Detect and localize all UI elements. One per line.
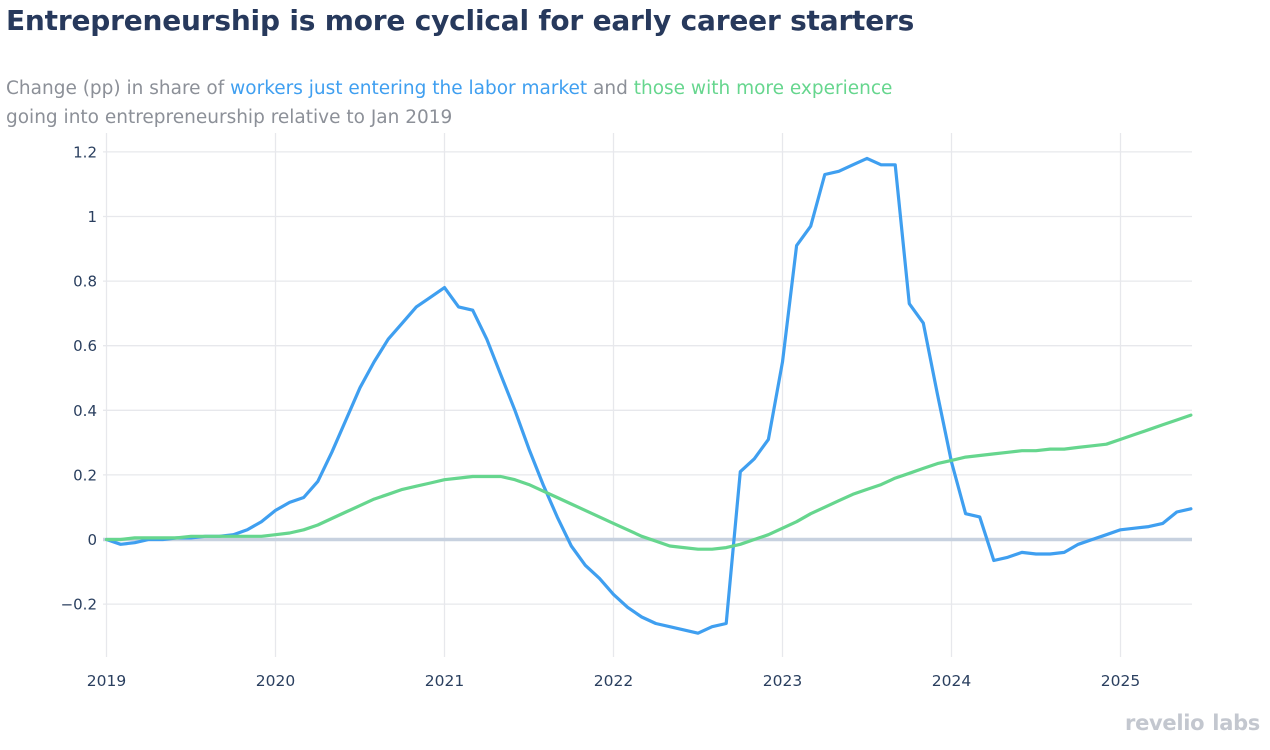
subtitle-text: going into entrepreneurship relative to …	[6, 106, 453, 128]
x-tick-label: 2025	[1101, 672, 1140, 690]
x-axis-labels: 2019 2020 2021 2022 2023 2024 2025	[87, 672, 1140, 690]
subtitle-line: going into entrepreneurship relative to …	[6, 104, 892, 133]
revelio-labs-logo: revelio labs	[1125, 711, 1260, 735]
subtitle-text: Change (pp) in share of	[6, 78, 231, 99]
series-label-experienced: those with more experience	[633, 78, 893, 99]
series-line-experienced	[104, 413, 1193, 551]
series-line-new-entrants	[104, 156, 1193, 635]
x-tick-label: 2022	[594, 672, 633, 690]
logo-text-labs: labs	[1212, 711, 1260, 735]
subtitle-text: and	[587, 78, 634, 99]
subtitle-line: Change (pp) in share of workers just ent…	[6, 75, 892, 104]
x-tick-label: 2020	[256, 672, 295, 690]
logo-text-revelio: revelio	[1125, 711, 1205, 735]
y-tick-label: −0.2	[61, 596, 97, 614]
x-tick-label: 2021	[425, 672, 464, 690]
x-tick-label: 2024	[932, 672, 971, 690]
x-tick-label: 2023	[763, 672, 802, 690]
y-tick-label: 0	[87, 531, 97, 549]
y-axis-labels: −0.2 0 0.2 0.4 0.6 0.8 1 1.2	[61, 143, 97, 613]
y-tick-label: 0.8	[73, 273, 97, 291]
y-tick-label: 0.2	[73, 466, 97, 484]
series-label-new-entrants: workers just entering the labor market	[230, 78, 588, 99]
y-tick-label: 0.4	[73, 402, 97, 420]
y-tick-label: 1	[87, 208, 97, 226]
x-tick-label: 2019	[87, 672, 126, 690]
gridlines	[103, 133, 1192, 657]
y-tick-label: 0.6	[73, 337, 97, 355]
y-tick-label: 1.2	[73, 143, 97, 161]
page-title: Entrepreneurship is more cyclical for ea…	[6, 4, 915, 37]
chart-subtitle: Change (pp) in share of workers just ent…	[6, 75, 892, 132]
